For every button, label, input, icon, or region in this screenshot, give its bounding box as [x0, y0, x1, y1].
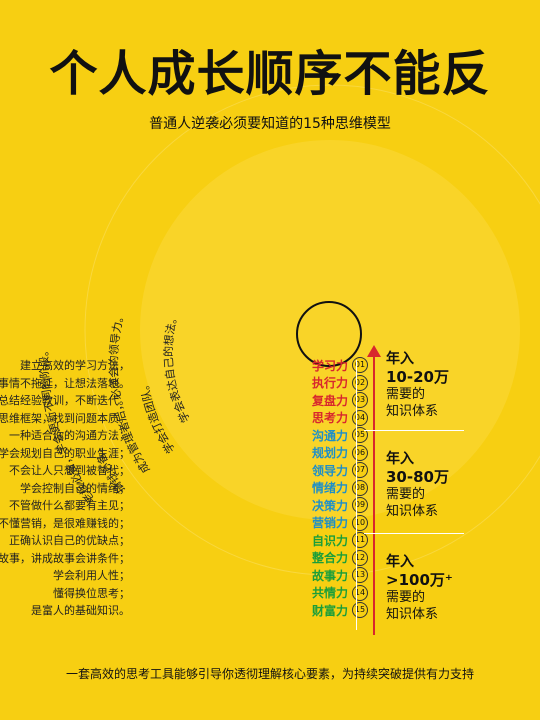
skill-label: 学习力 [311, 358, 348, 373]
skill-description: 建立高效的学习方法， [20, 359, 130, 372]
skill-label: 规划力 [311, 446, 348, 460]
tier-label: 知识体系 [386, 504, 439, 519]
skill-label: 思考力 [311, 411, 348, 425]
growth-arrow-head-icon [367, 345, 381, 357]
tier-2: 年入 30-80万 需要的 知识体系 [386, 450, 449, 520]
tier-range: >100万⁺ [386, 571, 453, 589]
skill-description: 不管做什么都要有主见； [9, 499, 130, 512]
footer-note: 一套高效的思考工具能够引导你透彻理解核心要素，为持续突破提供有力支持 [65, 667, 474, 681]
skill-description: 构建思维框架，找到问题本质。 [0, 411, 130, 425]
skill-description: 是富人的基础知识。 [31, 604, 130, 617]
tier-range: 10-20万 [386, 368, 449, 386]
skill-label: 复盘力 [311, 393, 348, 408]
skill-label: 沟通力 [311, 428, 348, 443]
skill-description: 正确认识自己的优缺点； [9, 534, 130, 547]
skill-description: 做事情不拖延，让想法落地。 [0, 376, 130, 390]
skill-row: 正确认识自己的优缺点； 自识力 11 [9, 532, 368, 548]
skill-label: 共情力 [311, 586, 348, 600]
tier-3: 年入 >100万⁺ 需要的 知识体系 [386, 553, 453, 623]
tier-brace [356, 360, 367, 630]
tier-divider [364, 533, 464, 534]
skill-row: 是富人的基础知识。 财富力 15 [31, 602, 368, 618]
tier-label: 需要的 [386, 590, 426, 605]
tier-label: 需要的 [386, 387, 426, 402]
page-subtitle: 普通人逆袭必须要知道的15种思维模型 [149, 116, 391, 132]
skill-label: 执行力 [311, 376, 348, 390]
tier-prefix: 年入 [386, 451, 414, 467]
skill-description: 得要学会规划自己的职业生涯； [0, 446, 130, 460]
skill-row: 不会让人只想到被替代； 领导力 07 [9, 462, 368, 478]
skill-label: 决策力 [311, 498, 348, 513]
skill-label: 自识力 [311, 533, 348, 548]
page-title: 个人成长顺序不能反 [49, 46, 491, 102]
skill-description: 不懂营销，是很难赚钱的； [0, 516, 130, 530]
center-circle [296, 301, 362, 367]
tier-label: 知识体系 [386, 607, 439, 622]
skill-description: 讲故事，讲成故事会讲条件； [0, 551, 130, 565]
skill-description: 学会利用人性； [53, 569, 130, 582]
tier-prefix: 年入 [386, 554, 414, 570]
skill-row: 总结经验教训，不断迭代。 复盘力 03 [0, 392, 368, 408]
skill-description: 不会让人只想到被替代； [9, 464, 130, 477]
skill-label: 整合力 [311, 551, 348, 565]
skill-description: 懂得换位思考； [53, 586, 130, 600]
skill-label: 财富力 [311, 603, 348, 618]
tier-label: 需要的 [386, 487, 426, 502]
growth-arrow-line [373, 355, 375, 635]
tier-prefix: 年入 [386, 351, 414, 367]
skill-label: 领导力 [311, 463, 348, 478]
skill-label: 故事力 [311, 568, 348, 583]
skill-description: 总结经验教训，不断迭代。 [0, 394, 130, 407]
tier-range: 30-80万 [386, 468, 449, 486]
skill-label: 情绪力 [311, 481, 348, 495]
skill-label: 营销力 [311, 516, 348, 530]
tier-divider [364, 430, 464, 431]
tier-1: 年入 10-20万 需要的 知识体系 [386, 350, 449, 420]
tier-label: 知识体系 [386, 404, 439, 419]
skill-description: 一种适合你的沟通方法； [9, 429, 130, 442]
skill-description: 学会控制自己的情绪； [20, 481, 130, 495]
